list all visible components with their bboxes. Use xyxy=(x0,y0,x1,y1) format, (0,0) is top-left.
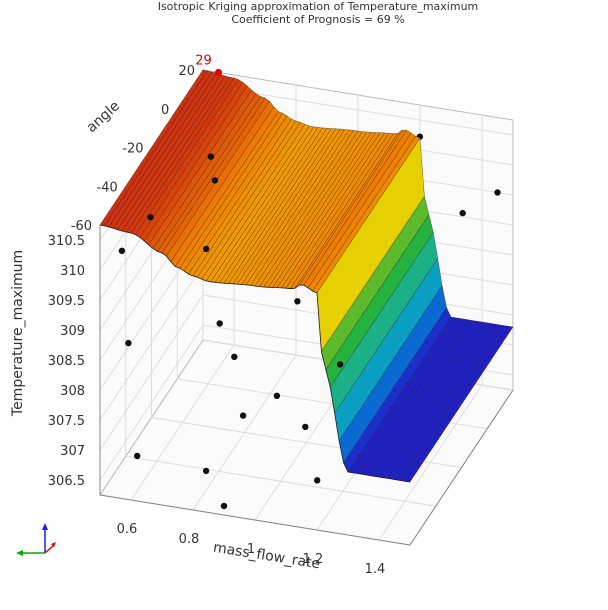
z-tick-label: 309 xyxy=(60,324,85,339)
z-tick-label: 310.5 xyxy=(48,234,85,249)
y-tick-label: -20 xyxy=(122,142,143,157)
data-point xyxy=(302,423,309,431)
y-tick-label: 0 xyxy=(161,103,169,118)
highlight-point: 29 xyxy=(195,54,223,77)
data-point xyxy=(211,177,219,184)
z-tick-labels: 310.5 310 309.5 309 308.5 308 307.5 307 306.5 xyxy=(48,234,85,489)
data-point xyxy=(294,298,301,305)
z-tick-label: 308.5 xyxy=(48,354,85,369)
grid-line-x xyxy=(378,384,483,541)
z-tick-label: 309.5 xyxy=(48,294,85,309)
highlight-marker xyxy=(214,68,223,77)
z-tick-label: 310 xyxy=(60,264,85,279)
y-tick-label: -40 xyxy=(97,180,118,195)
z-tick-label: 307 xyxy=(60,444,85,459)
x-tick-label: 1 xyxy=(247,542,255,557)
y-tick-label: -60 xyxy=(71,219,92,234)
data-point xyxy=(314,477,321,484)
data-point xyxy=(134,452,141,460)
data-point xyxy=(459,209,466,217)
z-tick-label: 306.5 xyxy=(48,474,85,489)
data-point xyxy=(216,320,223,327)
data-point xyxy=(336,361,344,368)
z-axis-title: Temperature_maximum xyxy=(10,250,26,417)
data-point xyxy=(207,153,215,160)
data-point xyxy=(494,189,501,196)
chart-title: Isotropic Kriging approximation of Tempe… xyxy=(158,0,479,13)
x-tick-label: 0.6 xyxy=(117,522,138,537)
response-surface xyxy=(99,69,514,483)
data-point xyxy=(220,502,228,510)
x-tick-label: 1.2 xyxy=(303,552,324,567)
data-point xyxy=(118,247,126,254)
data-point xyxy=(273,392,281,399)
data-point xyxy=(125,339,132,347)
z-tick-label: 308 xyxy=(60,384,85,399)
x-tick-label: 0.8 xyxy=(179,532,200,547)
chart-subtitle: Coefficient of Prognosis = 69 % xyxy=(231,13,404,26)
y-tick-label: 20 xyxy=(178,64,195,79)
data-point xyxy=(231,353,238,360)
axis-box-front xyxy=(99,225,514,546)
grid-line-x xyxy=(130,344,235,501)
y-axis-title: angle xyxy=(84,98,124,136)
data-point xyxy=(202,245,210,253)
z-tick-label: 307.5 xyxy=(48,414,85,429)
highlight-label: 29 xyxy=(195,54,212,69)
front-bottom-edge xyxy=(99,494,411,546)
y-tick-labels: 20 0 -20 -40 -60 xyxy=(71,64,195,234)
data-point xyxy=(202,467,210,475)
x-tick-labels: 1.4 1.2 1 0.8 0.6 xyxy=(117,522,386,577)
data-point xyxy=(147,214,154,221)
data-point xyxy=(239,412,247,419)
x-axis-title: mass_flow_rate xyxy=(212,540,321,573)
orientation-triad-icon xyxy=(16,523,56,556)
right-bottom-edge xyxy=(409,389,514,546)
data-points-front xyxy=(118,153,344,510)
x-tick-label: 1.4 xyxy=(365,562,386,577)
grid-line-x xyxy=(192,354,297,511)
surface-front-edge xyxy=(99,224,411,483)
